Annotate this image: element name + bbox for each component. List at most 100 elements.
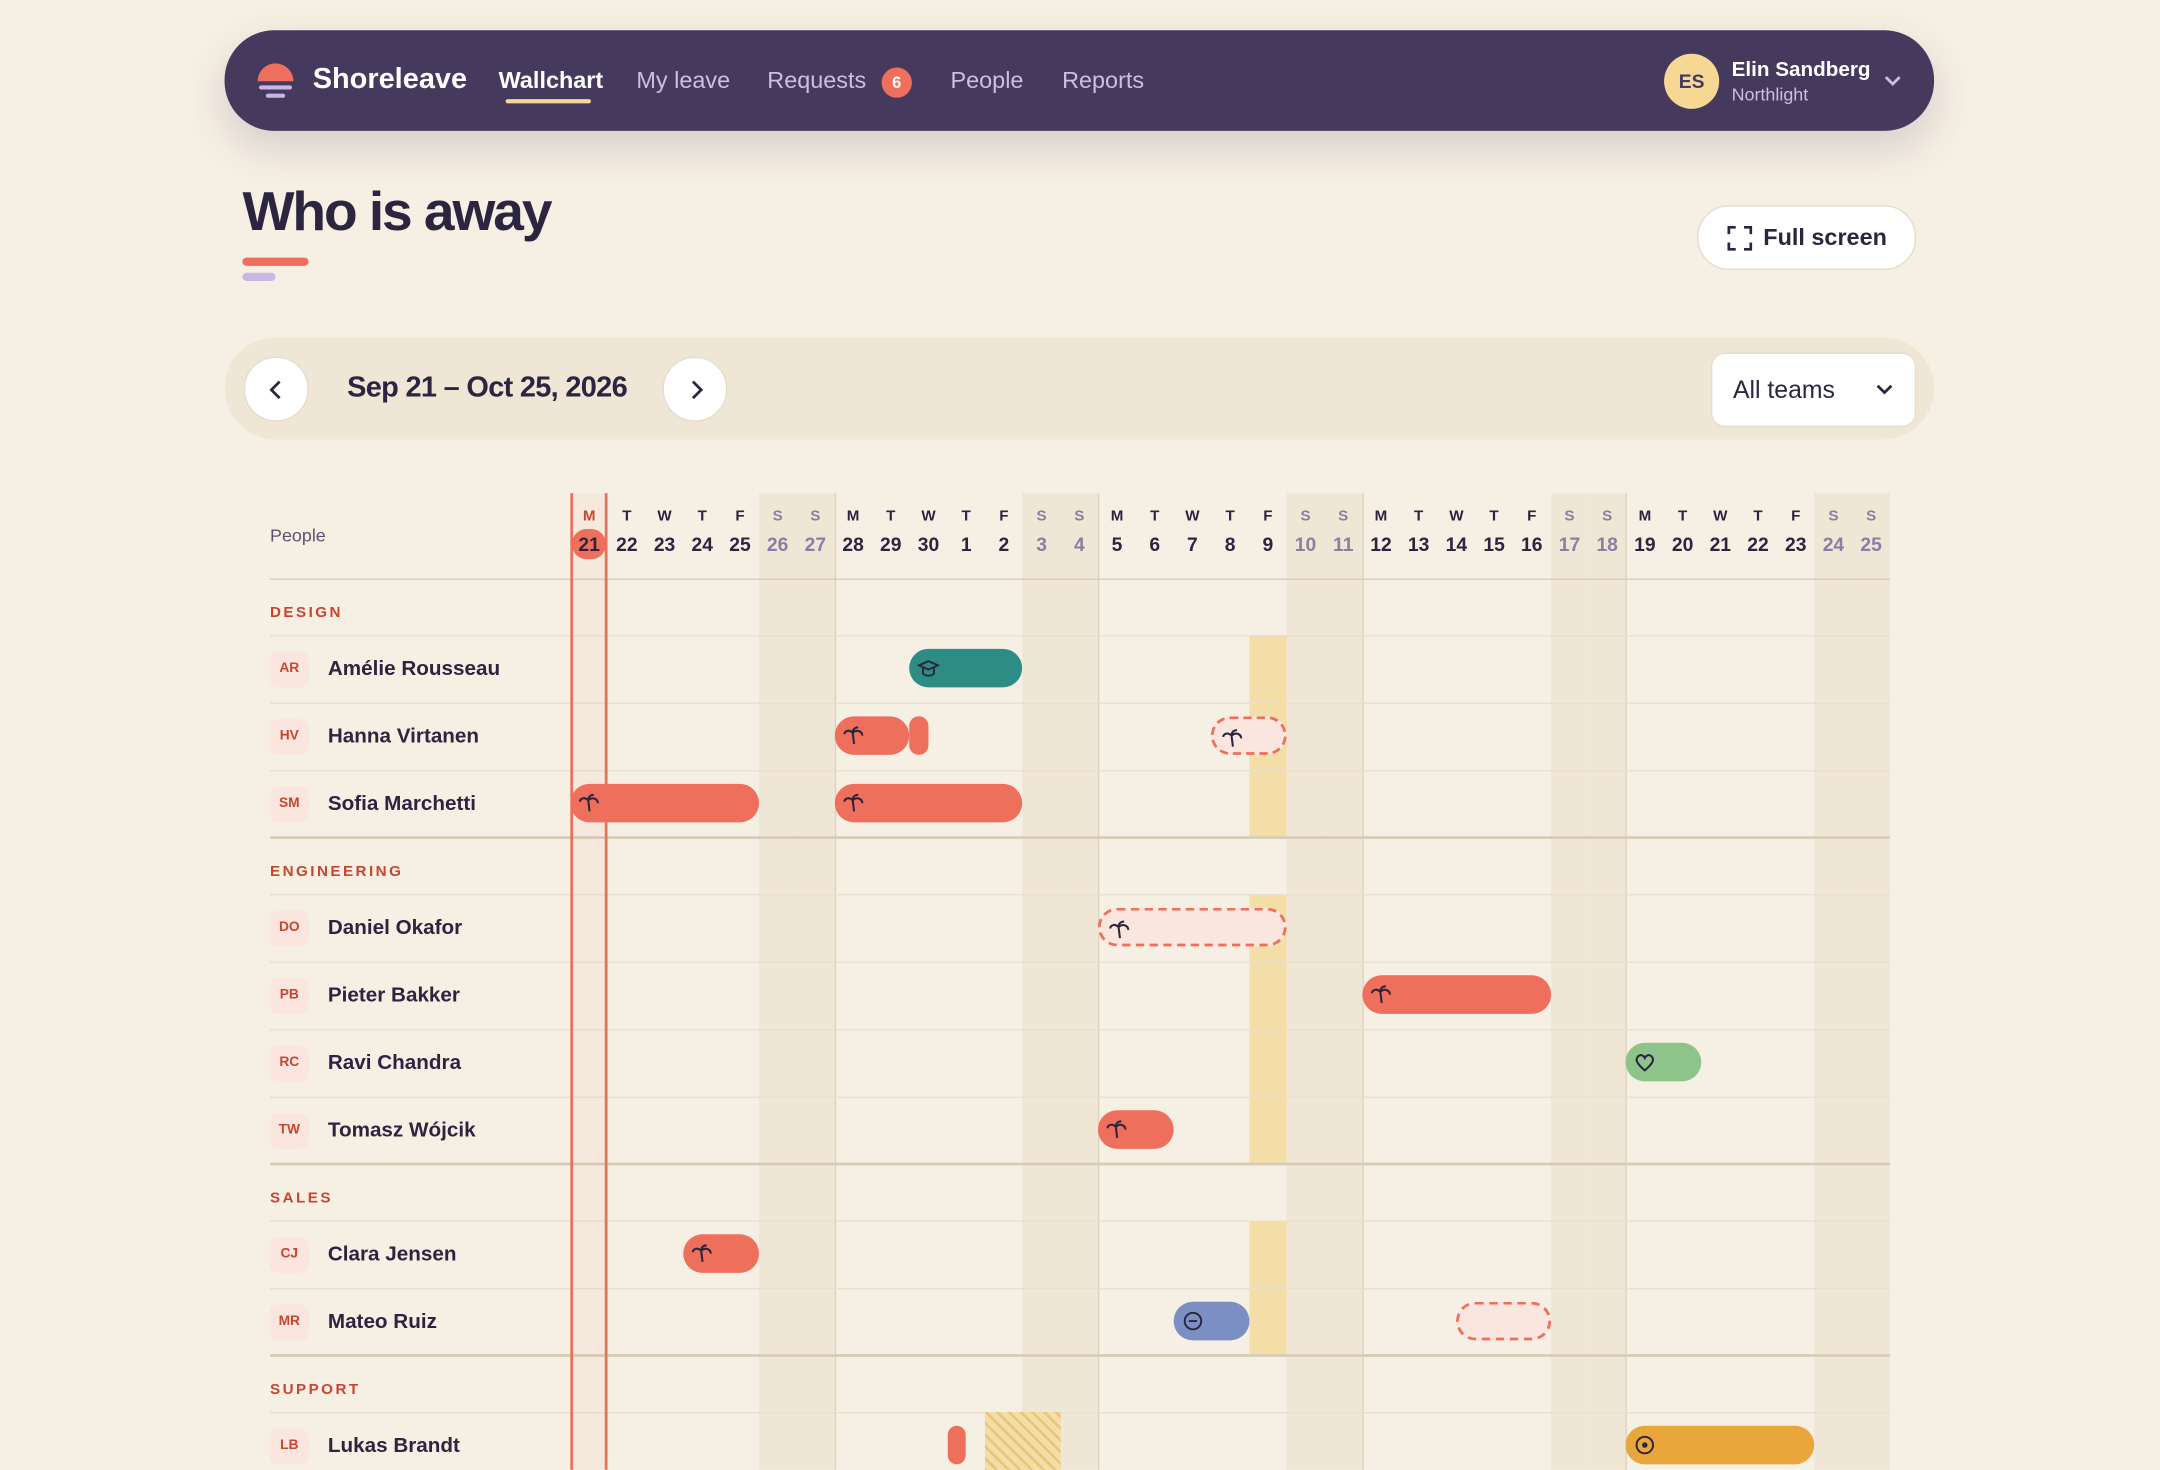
leave-bar[interactable] xyxy=(1626,1425,1815,1465)
person-name[interactable]: Daniel Okafor xyxy=(327,916,463,940)
nav-link[interactable]: People xyxy=(950,67,1024,94)
weekend-column xyxy=(1060,493,1099,1470)
row-line xyxy=(269,702,1890,704)
holiday-cell xyxy=(1248,1288,1287,1356)
day-number: 22 xyxy=(1747,533,1769,556)
weekend-column xyxy=(1550,493,1589,1470)
leave-bar[interactable] xyxy=(1362,975,1551,1014)
initials: DO xyxy=(269,910,309,947)
today-marker xyxy=(571,528,607,560)
badge: 6 xyxy=(881,67,912,98)
leave-bar[interactable] xyxy=(1456,1301,1551,1341)
weekend-column xyxy=(1814,493,1853,1470)
day-number: 30 xyxy=(917,533,940,556)
day-letter: S xyxy=(1036,508,1047,525)
day-number: 15 xyxy=(1483,533,1505,556)
people-header: People xyxy=(269,524,326,546)
leave-bar[interactable] xyxy=(683,1234,759,1273)
day-letter: T xyxy=(1150,508,1160,525)
day-letter: S xyxy=(1338,508,1349,525)
initials: SM xyxy=(269,786,309,823)
day-letter: T xyxy=(1414,508,1424,525)
day-number: 12 xyxy=(1370,533,1392,556)
initials: CJ xyxy=(269,1237,309,1273)
day-number: 7 xyxy=(1187,533,1198,556)
day-number: 9 xyxy=(1262,533,1274,556)
day-number: 5 xyxy=(1111,533,1123,556)
day-number: 6 xyxy=(1149,533,1161,556)
nav-link[interactable]: Requests xyxy=(767,67,867,94)
leave-bar[interactable] xyxy=(1098,907,1287,947)
full-screen-button[interactable]: Full screen xyxy=(1697,205,1917,270)
person-name[interactable]: Amélie Rousseau xyxy=(327,657,501,681)
weekend-column xyxy=(758,493,797,1470)
initials: HV xyxy=(269,719,309,755)
initials: AR xyxy=(269,651,309,688)
brand[interactable]: Shoreleave xyxy=(312,63,468,96)
day-letter: S xyxy=(810,508,821,525)
day-letter: W xyxy=(1713,508,1728,525)
leave-bar[interactable] xyxy=(570,783,759,823)
day-letter: F xyxy=(735,508,745,525)
week-line xyxy=(1626,493,1628,1470)
nav-link[interactable]: My leave xyxy=(636,67,731,94)
leave-bar[interactable] xyxy=(1098,1110,1174,1149)
day-letter: F xyxy=(999,508,1009,525)
leave-bar[interactable] xyxy=(947,1425,967,1465)
active-underline xyxy=(505,99,591,104)
person-name[interactable]: Mateo Ruiz xyxy=(327,1310,437,1334)
row-line xyxy=(269,961,1890,963)
avatar[interactable]: ES xyxy=(1664,53,1720,109)
holiday-cell xyxy=(1248,1220,1287,1289)
leave-bar[interactable] xyxy=(909,716,929,755)
nav-link[interactable]: Reports xyxy=(1062,67,1145,94)
next-button[interactable] xyxy=(662,356,728,422)
user-menu-chevron[interactable] xyxy=(1883,73,1902,90)
row-line xyxy=(269,1096,1890,1098)
row-line xyxy=(269,635,1890,637)
team-filter[interactable]: All teams xyxy=(1710,352,1917,428)
person-name[interactable]: Ravi Chandra xyxy=(327,1051,462,1075)
date-range: Sep 21 – Oct 25, 2026 xyxy=(347,371,628,404)
day-number: 25 xyxy=(1860,533,1882,556)
weekend-column xyxy=(1286,493,1325,1470)
user-name[interactable]: Elin Sandberg xyxy=(1731,57,1871,82)
day-letter: S xyxy=(1564,508,1575,525)
prev-button[interactable] xyxy=(243,356,309,422)
button-label: Full screen xyxy=(1763,224,1887,251)
logo xyxy=(257,63,294,98)
day-number: 11 xyxy=(1333,533,1354,556)
day-letter: M xyxy=(1638,508,1652,525)
day-number: 29 xyxy=(880,533,902,556)
user-team: Northlight xyxy=(1731,84,1809,105)
leave-bar[interactable] xyxy=(1626,1042,1702,1082)
day-number: 26 xyxy=(766,533,789,556)
day-number: 21 xyxy=(578,533,600,556)
person-name[interactable]: Sofia Marchetti xyxy=(327,792,476,816)
leave-bar[interactable] xyxy=(834,716,910,755)
day-number: 10 xyxy=(1294,533,1317,556)
weekend-column xyxy=(1324,493,1363,1470)
day-number: 14 xyxy=(1445,533,1468,556)
day-letter: S xyxy=(772,508,783,525)
leave-bar[interactable] xyxy=(1211,716,1287,755)
day-letter: W xyxy=(921,508,936,525)
person-name[interactable]: Hanna Virtanen xyxy=(327,724,480,749)
person-name[interactable]: Pieter Bakker xyxy=(327,983,460,1007)
leave-bar[interactable] xyxy=(1173,1301,1249,1341)
leave-bar[interactable] xyxy=(834,783,1023,823)
person-name[interactable]: Lukas Brandt xyxy=(327,1434,460,1458)
nav-link[interactable]: Wallchart xyxy=(498,67,604,94)
day-letter: T xyxy=(1753,508,1763,525)
row-line xyxy=(269,1288,1890,1290)
week-line xyxy=(834,493,836,1470)
leave-bar[interactable] xyxy=(909,648,1023,688)
person-name[interactable]: Clara Jensen xyxy=(327,1242,457,1266)
day-number: 28 xyxy=(842,533,864,556)
day-number: 27 xyxy=(804,533,827,556)
weekend-column xyxy=(1852,493,1890,1470)
person-name[interactable]: Tomasz Wójcik xyxy=(327,1118,476,1142)
day-number: 25 xyxy=(729,533,751,556)
